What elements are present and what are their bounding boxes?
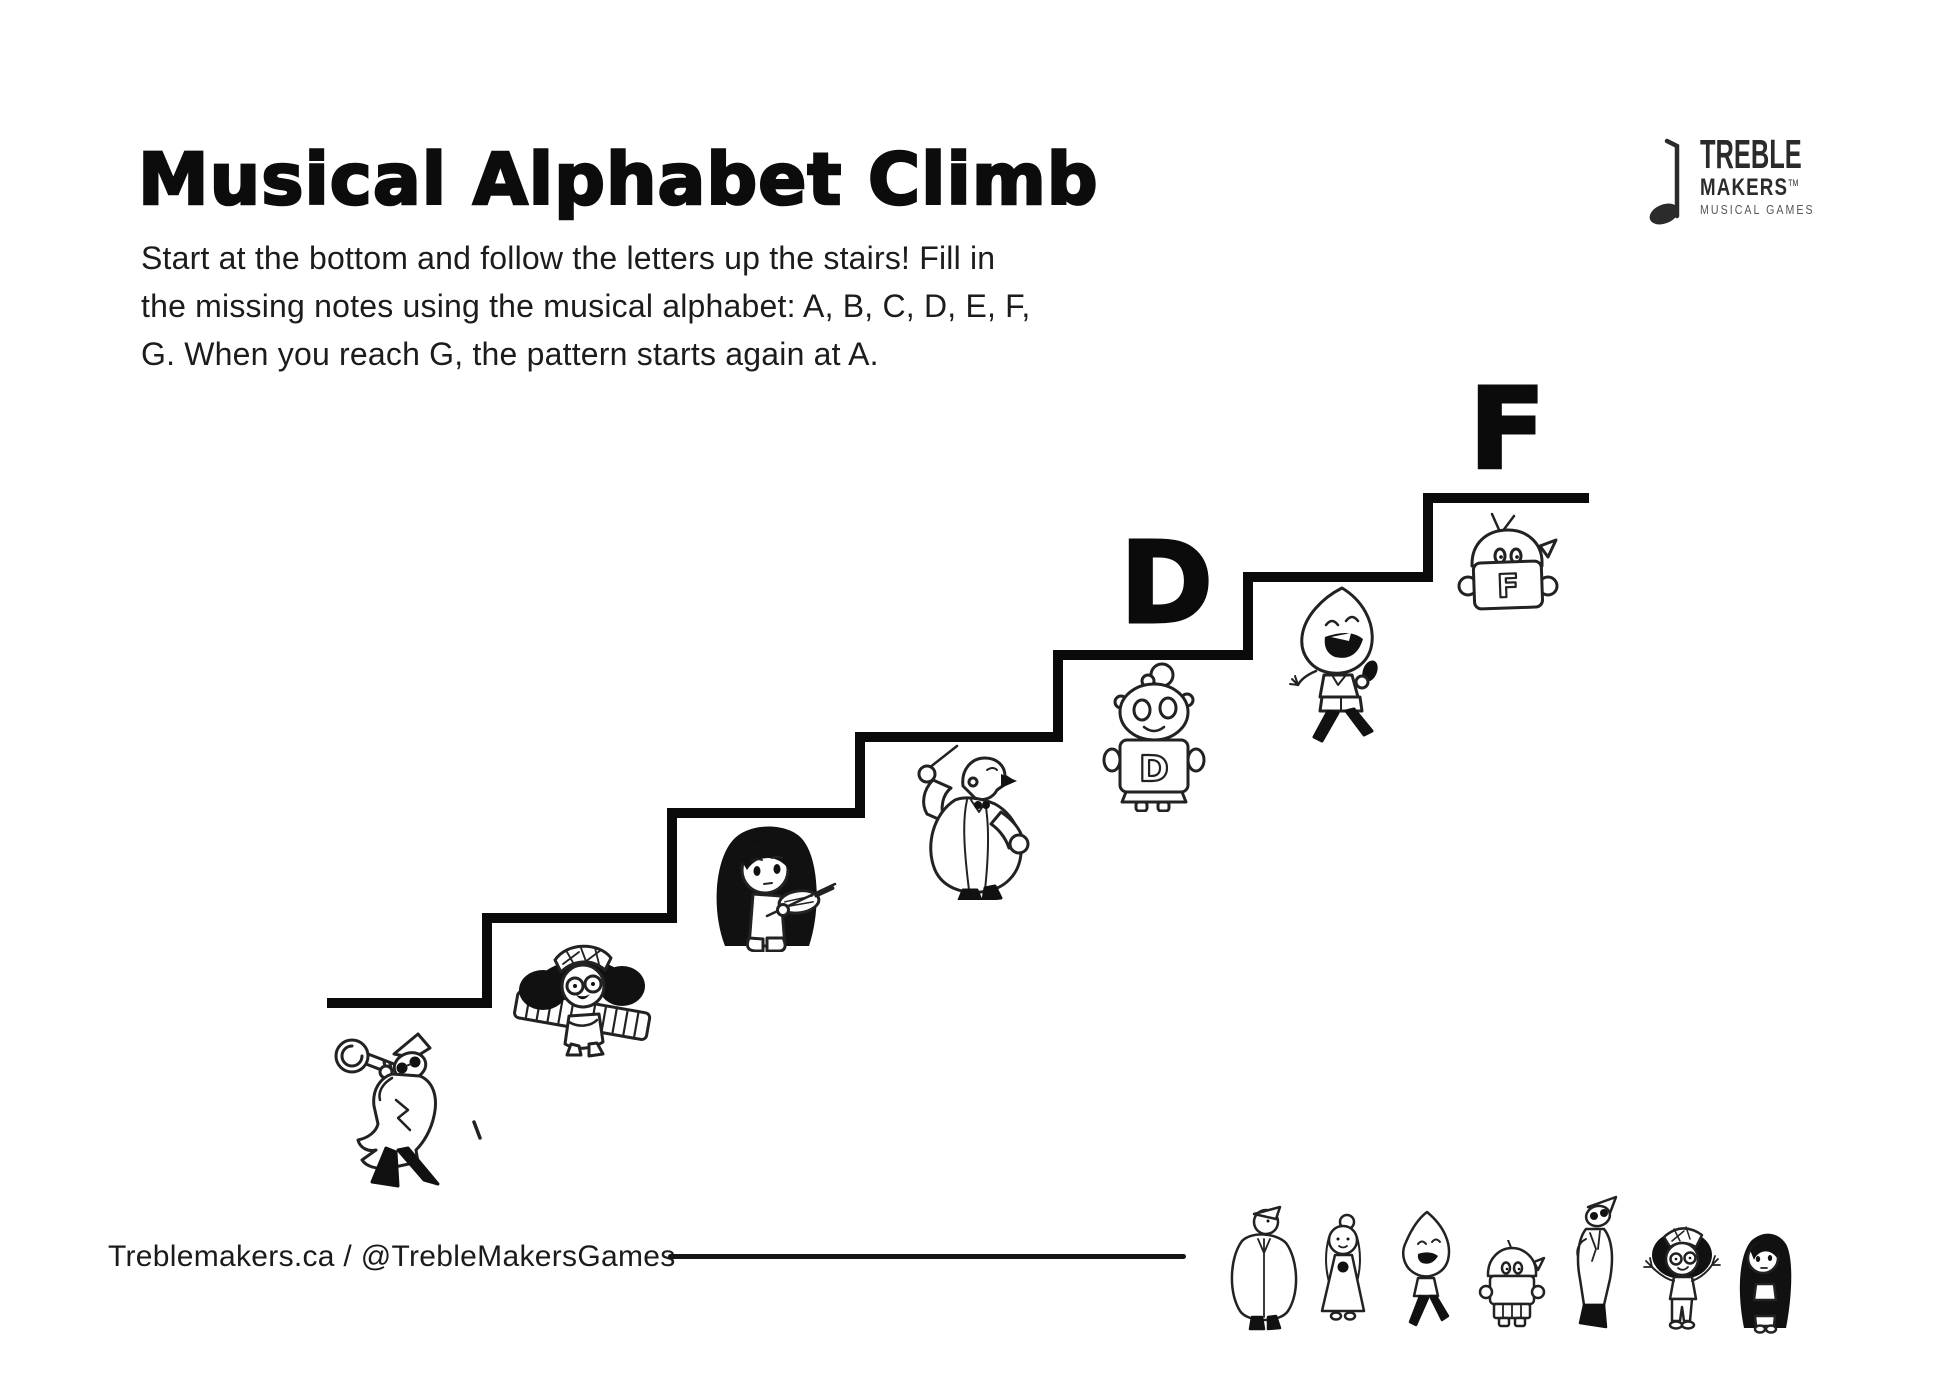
robot-sign-letter-f: F bbox=[1496, 567, 1519, 606]
mini-conductor bbox=[1222, 1205, 1304, 1333]
footer-divider bbox=[668, 1254, 1186, 1259]
logo-tagline: MUSICAL GAMES bbox=[1700, 203, 1815, 217]
step-label-f: F bbox=[1468, 365, 1547, 495]
character-conductor bbox=[893, 742, 1043, 900]
character-robot-d: D bbox=[1100, 660, 1208, 812]
logo-text: TREBLE MAKERSTM MUSICAL GAMES bbox=[1700, 131, 1864, 218]
accent-mark bbox=[472, 1120, 482, 1140]
logo-name-top: TREBLE bbox=[1700, 131, 1802, 177]
logo-trademark: TM bbox=[1788, 178, 1799, 188]
brand-logo: TREBLE MAKERSTM MUSICAL GAMES bbox=[1648, 131, 1864, 228]
instructions-text: Start at the bottom and follow the lette… bbox=[141, 240, 1031, 372]
robot-sign-letter-d: D bbox=[1139, 749, 1169, 790]
staircase-outline bbox=[327, 493, 1589, 1008]
mini-bun-girl bbox=[1310, 1213, 1376, 1331]
quarter-note-icon bbox=[1649, 138, 1680, 225]
character-pick-singer bbox=[1280, 585, 1388, 743]
mini-trumpet-player bbox=[1560, 1195, 1630, 1333]
character-xylophone-girl bbox=[505, 928, 660, 1060]
character-robot-f: F bbox=[1456, 512, 1560, 616]
footer-credit: Treblemakers.ca / @TrebleMakersGames bbox=[108, 1240, 676, 1273]
mini-robot bbox=[1478, 1240, 1546, 1332]
step-label-d: D bbox=[1119, 519, 1215, 649]
mini-pick-singer bbox=[1388, 1210, 1462, 1332]
mini-xylophone-girl bbox=[1638, 1215, 1726, 1333]
logo-name-bottom: MAKERSTM bbox=[1700, 174, 1799, 201]
character-trumpet-player bbox=[332, 1022, 467, 1202]
character-violin-girl bbox=[703, 818, 838, 952]
page-title: Musical Alphabet Climb bbox=[137, 137, 1099, 223]
mini-long-hair-girl bbox=[1734, 1228, 1796, 1334]
